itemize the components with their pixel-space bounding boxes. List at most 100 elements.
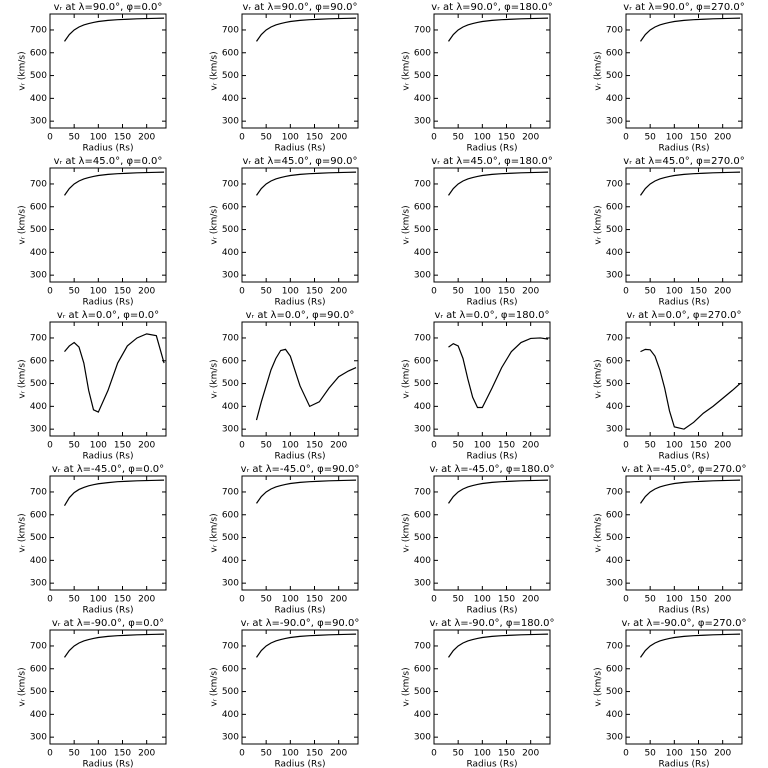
- plot-frame: [433, 167, 551, 283]
- x-axis-label: Radius (Rs): [658, 606, 709, 616]
- x-tick-label: 50: [452, 441, 464, 451]
- panel: vᵣ at λ=90.0°, φ=90.0° 0 50 100 150 200 300 400…: [210, 2, 359, 154]
- x-tick-label: 100: [90, 441, 107, 451]
- x-tick-label: 150: [306, 749, 323, 759]
- x-tick-label: 0: [431, 133, 437, 143]
- x-tick-label: 150: [690, 441, 707, 451]
- x-tick-label: 0: [431, 749, 437, 759]
- x-axis-label: Radius (Rs): [466, 144, 517, 154]
- x-tick-label: 50: [644, 749, 656, 759]
- x-tick-label: 100: [666, 287, 683, 297]
- y-tick-label: 600: [30, 356, 47, 366]
- panel: vᵣ at λ=-90.0°, φ=270.0° 0 50 100 150 200 300 4…: [594, 618, 747, 768]
- x-tick-label: 50: [644, 133, 656, 143]
- x-tick-label: 0: [239, 595, 245, 605]
- y-axis-label: vᵣ (km/s): [594, 513, 604, 552]
- y-tick-label: 300: [222, 579, 239, 589]
- y-tick-label: 500: [606, 71, 623, 81]
- x-tick-label: 150: [498, 287, 515, 297]
- y-tick-label: 400: [222, 248, 239, 258]
- plot-frame: [241, 167, 359, 283]
- chart-title: vᵣ at λ=90.0°, φ=270.0°: [623, 2, 744, 13]
- x-tick-label: 50: [68, 595, 80, 605]
- data-line: [640, 479, 741, 504]
- y-tick-label: 600: [222, 510, 239, 520]
- y-tick-label: 600: [414, 510, 431, 520]
- y-tick-label: 400: [30, 710, 47, 720]
- x-tick-label: 50: [260, 287, 272, 297]
- y-axis-label: vᵣ (km/s): [594, 667, 604, 706]
- x-tick-label: 100: [90, 595, 107, 605]
- data-line: [63, 479, 165, 506]
- y-tick-label: 700: [30, 487, 47, 497]
- x-tick-label: 0: [239, 287, 245, 297]
- chart-title: vᵣ at λ=0.0°, φ=90.0°: [246, 310, 355, 321]
- y-axis-label: vᵣ (km/s): [402, 51, 412, 90]
- plot-frame: [49, 321, 167, 437]
- plot-frame: [433, 13, 551, 129]
- plot-frame: [241, 13, 359, 129]
- y-tick-label: 300: [30, 425, 47, 435]
- data-line: [448, 479, 549, 504]
- y-axis-label: vᵣ (km/s): [210, 359, 220, 398]
- data-line: [640, 348, 741, 430]
- plot-frame: [241, 321, 359, 437]
- chart-title: vᵣ at λ=-90.0°, φ=270.0°: [621, 618, 746, 629]
- plot-frame: [49, 475, 167, 591]
- x-tick-label: 50: [68, 441, 80, 451]
- y-tick-label: 300: [222, 117, 239, 127]
- y-tick-label: 600: [606, 202, 623, 212]
- y-tick-label: 600: [222, 664, 239, 674]
- panel: vᵣ at λ=-45.0°, φ=0.0° 0 50 100 150 200 300 400…: [18, 464, 167, 616]
- x-axis-label: Radius (Rs): [82, 144, 133, 154]
- chart-title: vᵣ at λ=45.0°, φ=180.0°: [431, 156, 552, 167]
- x-axis-label: Radius (Rs): [274, 606, 325, 616]
- plot-frame: [433, 321, 551, 437]
- y-tick-label: 600: [222, 48, 239, 58]
- y-tick-label: 600: [606, 510, 623, 520]
- panel: vᵣ at λ=0.0°, φ=180.0° 0 50 100 150 200 300 400…: [402, 310, 551, 462]
- chart-title: vᵣ at λ=-45.0°, φ=90.0°: [241, 464, 360, 475]
- x-tick-label: 100: [666, 749, 683, 759]
- x-tick-label: 0: [239, 749, 245, 759]
- y-tick-label: 400: [30, 556, 47, 566]
- x-tick-label: 50: [452, 287, 464, 297]
- y-axis-label: vᵣ (km/s): [402, 667, 412, 706]
- y-tick-label: 500: [414, 687, 431, 697]
- x-axis-label: Radius (Rs): [658, 144, 709, 154]
- plot-frame: [625, 167, 743, 283]
- x-tick-label: 200: [522, 441, 539, 451]
- y-tick-label: 500: [222, 225, 239, 235]
- data-line: [64, 333, 165, 413]
- y-tick-label: 700: [606, 487, 623, 497]
- data-line: [256, 479, 357, 504]
- panel: vᵣ at λ=0.0°, φ=90.0° 0 50 100 150 200 300 400 5…: [210, 310, 359, 462]
- y-axis-label: vᵣ (km/s): [402, 205, 412, 244]
- x-tick-label: 200: [330, 287, 347, 297]
- x-tick-label: 0: [47, 749, 53, 759]
- y-tick-label: 400: [30, 402, 47, 412]
- x-tick-label: 150: [498, 595, 515, 605]
- x-tick-label: 200: [522, 287, 539, 297]
- y-axis-label: vᵣ (km/s): [594, 51, 604, 90]
- x-tick-label: 100: [474, 133, 491, 143]
- y-tick-label: 300: [414, 425, 431, 435]
- y-tick-label: 500: [414, 379, 431, 389]
- y-tick-label: 700: [414, 179, 431, 189]
- y-tick-label: 400: [606, 556, 623, 566]
- y-axis-label: vᵣ (km/s): [402, 513, 412, 552]
- y-tick-label: 400: [222, 402, 239, 412]
- y-tick-label: 300: [30, 733, 47, 743]
- chart-title: vᵣ at λ=-45.0°, φ=270.0°: [621, 464, 746, 475]
- x-tick-label: 100: [90, 749, 107, 759]
- y-tick-label: 500: [30, 533, 47, 543]
- y-tick-label: 500: [222, 687, 239, 697]
- y-tick-label: 600: [30, 510, 47, 520]
- panel: vᵣ at λ=-90.0°, φ=90.0° 0 50 100 150 200 300 40…: [210, 618, 360, 768]
- panel: vᵣ at λ=-45.0°, φ=270.0° 0 50 100 150 200 300 4…: [594, 464, 747, 616]
- chart-title: vᵣ at λ=-90.0°, φ=180.0°: [429, 618, 554, 629]
- y-tick-label: 300: [606, 733, 623, 743]
- data-line: [64, 17, 165, 42]
- y-tick-label: 400: [414, 710, 431, 720]
- x-tick-label: 200: [522, 133, 539, 143]
